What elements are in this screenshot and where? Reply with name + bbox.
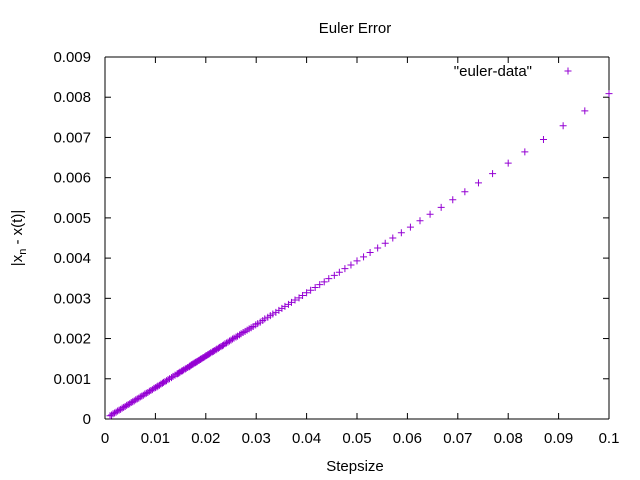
- data-points: [106, 90, 613, 420]
- x-tick-label: 0.08: [494, 430, 523, 447]
- y-tick-label: 0.005: [53, 210, 91, 227]
- data-point: [284, 300, 292, 308]
- data-point: [112, 408, 120, 416]
- data-point: [106, 412, 114, 420]
- data-point: [169, 372, 177, 380]
- data-point: [224, 338, 232, 346]
- x-axis-ticks: 0 0.01 0.02 0.03 0.04 0.05 0.06 0.07 0.08 0.09 0.1: [101, 57, 620, 447]
- y-axis-label: |xn - x(t)|: [9, 210, 29, 266]
- data-point: [360, 253, 368, 261]
- x-tick-label: 0.1: [599, 430, 620, 447]
- y-tick-label: 0.009: [53, 49, 91, 66]
- y-tick-label: 0.003: [53, 290, 91, 307]
- y-axis-ticks: 0 0.001 0.002 0.003 0.004 0.005 0.006 0.007 0.00…: [53, 49, 609, 428]
- x-tick-label: 0.01: [141, 430, 170, 447]
- data-point: [108, 411, 116, 419]
- data-point: [153, 383, 161, 391]
- x-tick-label: 0.03: [242, 430, 271, 447]
- data-point: [559, 122, 567, 130]
- data-point: [374, 244, 382, 252]
- y-axis-label-main: |x: [9, 254, 26, 266]
- x-tick-label: 0.05: [342, 430, 371, 447]
- x-tick-label: 0.02: [191, 430, 220, 447]
- y-tick-label: 0.006: [53, 170, 91, 187]
- data-point: [272, 308, 280, 316]
- data-point: [295, 294, 303, 302]
- data-point: [299, 292, 307, 300]
- data-point: [144, 388, 152, 396]
- data-point: [504, 159, 512, 167]
- data-point: [406, 223, 414, 231]
- data-point: [341, 265, 349, 273]
- data-point: [489, 170, 497, 178]
- data-point: [366, 248, 374, 256]
- x-tick-label: 0.06: [393, 430, 422, 447]
- data-point: [474, 179, 482, 187]
- data-point: [162, 377, 170, 385]
- x-tick-label: 0.07: [443, 430, 472, 447]
- data-point: [307, 286, 315, 294]
- data-point: [416, 217, 424, 225]
- data-point: [185, 363, 193, 371]
- legend: "euler-data": [454, 63, 572, 80]
- data-point: [437, 203, 445, 211]
- legend-label: "euler-data": [454, 63, 532, 80]
- data-point: [264, 313, 272, 321]
- data-point: [449, 196, 457, 204]
- legend-marker: [564, 67, 572, 75]
- data-point: [521, 148, 529, 156]
- y-tick-label: 0.007: [53, 129, 91, 146]
- y-tick-label: 0.001: [53, 371, 91, 388]
- data-point: [121, 403, 129, 411]
- data-point: [397, 229, 405, 237]
- data-point: [347, 261, 355, 269]
- data-point: [291, 296, 299, 304]
- data-point: [237, 330, 245, 338]
- data-point: [218, 342, 226, 350]
- data-point: [126, 400, 134, 408]
- data-point: [426, 210, 434, 218]
- data-point: [581, 107, 589, 115]
- data-point: [353, 257, 361, 265]
- data-point: [130, 397, 138, 405]
- data-point: [311, 283, 319, 291]
- legend-plus-marker: [564, 67, 572, 75]
- data-point: [330, 271, 338, 279]
- data-point: [325, 275, 333, 283]
- x-axis-label: Stepsize: [326, 458, 384, 475]
- data-point: [461, 188, 469, 196]
- y-tick-label: 0: [83, 411, 91, 428]
- data-point: [605, 90, 613, 98]
- data-point: [148, 386, 156, 394]
- y-tick-label: 0.008: [53, 89, 91, 106]
- data-point: [135, 394, 143, 402]
- data-point: [139, 391, 147, 399]
- y-axis-label-rest: - x(t)|: [9, 210, 26, 249]
- data-point: [381, 239, 389, 247]
- x-tick-label: 0.04: [292, 430, 321, 447]
- data-point: [303, 289, 311, 297]
- data-point: [316, 281, 324, 289]
- data-point: [117, 405, 125, 413]
- y-tick-label: 0.004: [53, 250, 91, 267]
- y-axis-label-subscript: n: [17, 249, 29, 255]
- data-point: [234, 332, 242, 340]
- plot-frame: [104, 56, 610, 420]
- data-point: [320, 278, 328, 286]
- x-tick-label: 0.09: [544, 430, 573, 447]
- x-tick-label: 0: [101, 430, 109, 447]
- chart-title: Euler Error: [319, 20, 392, 37]
- y-tick-label: 0.002: [53, 331, 91, 348]
- data-point: [539, 135, 547, 143]
- data-point: [335, 268, 343, 276]
- data-point: [389, 234, 397, 242]
